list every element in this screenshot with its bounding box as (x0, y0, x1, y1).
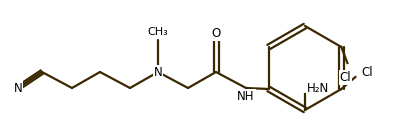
Text: Cl: Cl (361, 67, 373, 80)
Text: NH: NH (237, 90, 255, 103)
Text: N: N (154, 66, 162, 78)
Text: Cl: Cl (340, 71, 351, 84)
Text: H₂N: H₂N (307, 81, 329, 95)
Text: CH₃: CH₃ (148, 27, 168, 37)
Text: N: N (14, 81, 22, 95)
Text: O: O (211, 27, 221, 40)
